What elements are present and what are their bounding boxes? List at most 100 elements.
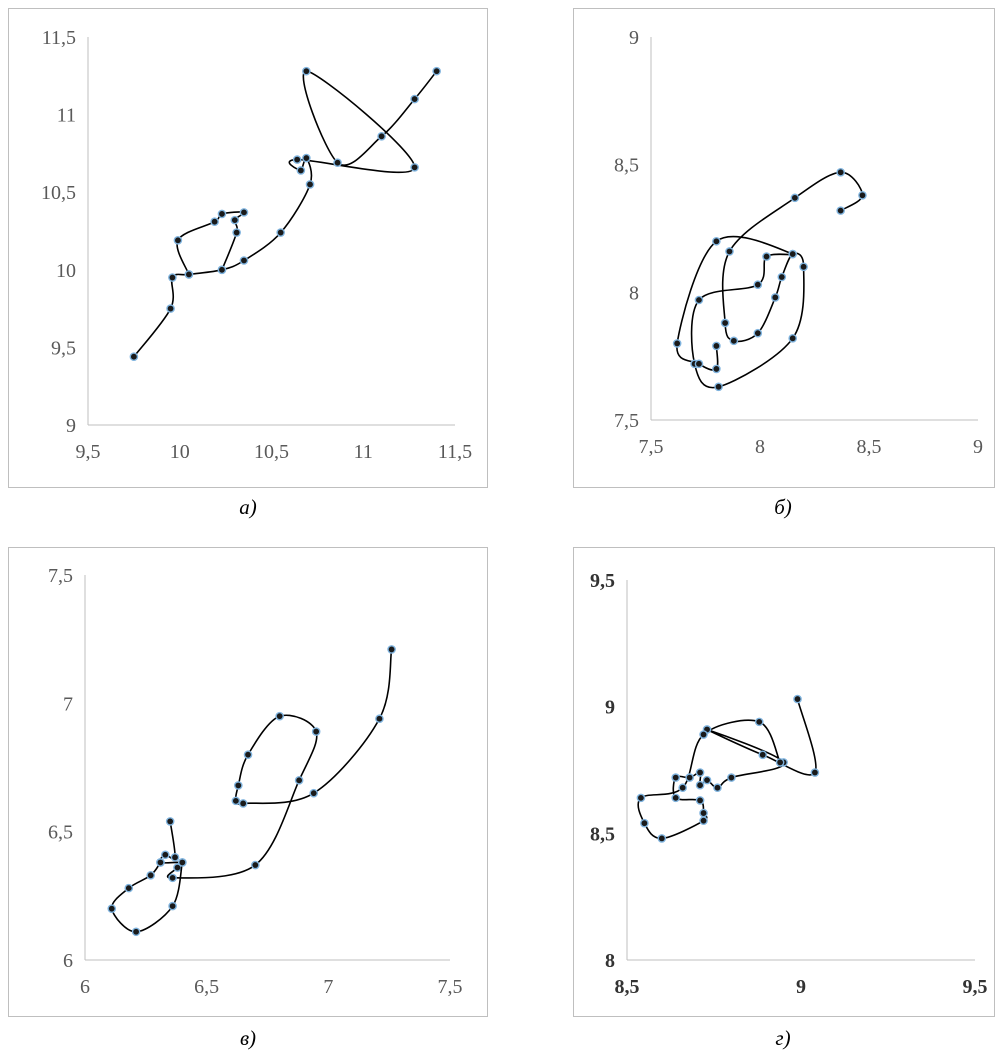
- data-point: [695, 780, 705, 790]
- data-point: [672, 339, 682, 348]
- data-point: [640, 818, 649, 828]
- chart-caption-b: б): [774, 495, 792, 519]
- x-tick-label: 6,5: [194, 976, 219, 998]
- y-tick-label: 8: [629, 282, 639, 304]
- data-point: [239, 208, 249, 217]
- data-point: [714, 382, 723, 392]
- data-point: [788, 333, 798, 343]
- series-line: [676, 171, 864, 389]
- data-point: [810, 768, 820, 777]
- y-tick-label: 6,5: [48, 822, 73, 844]
- data-point: [727, 773, 736, 782]
- data-point: [695, 796, 705, 805]
- data-point: [762, 252, 771, 261]
- data-point: [702, 775, 712, 785]
- data-point: [276, 228, 285, 237]
- data-point: [170, 853, 180, 862]
- data-point: [699, 808, 708, 818]
- data-point: [217, 209, 227, 219]
- y-tick-label: 9: [66, 415, 76, 437]
- data-point: [146, 871, 155, 880]
- x-tick-label: 9: [796, 976, 806, 998]
- x-tick-label: 11: [354, 441, 373, 463]
- y-tick-label: 6: [63, 950, 73, 972]
- series-line: [637, 698, 817, 840]
- data-point: [699, 816, 708, 825]
- data-point: [410, 94, 419, 104]
- y-tick-label: 11,5: [42, 27, 76, 49]
- data-point: [302, 66, 311, 76]
- data-point: [305, 180, 315, 189]
- data-point: [275, 711, 284, 721]
- data-point: [636, 793, 646, 803]
- data-point: [251, 860, 260, 870]
- data-point: [836, 168, 845, 177]
- data-point: [124, 883, 134, 893]
- x-tick-label: 10: [170, 441, 190, 463]
- data-point: [210, 217, 219, 226]
- y-tick-label: 9,5: [51, 337, 76, 359]
- data-point: [238, 799, 248, 808]
- data-point: [775, 758, 785, 767]
- data-point: [217, 265, 227, 275]
- data-point: [309, 788, 319, 798]
- data-point: [777, 272, 787, 282]
- y-tick-label: 9,5: [590, 570, 615, 592]
- data-point: [712, 364, 721, 374]
- y-tick-label: 10: [56, 260, 76, 282]
- data-point: [156, 858, 165, 867]
- data-point: [836, 206, 845, 215]
- data-point: [694, 359, 704, 369]
- data-point: [671, 793, 681, 803]
- data-point: [858, 191, 867, 200]
- data-point: [793, 694, 802, 704]
- x-tick-label: 11,5: [438, 441, 472, 463]
- y-tick-label: 8,5: [590, 823, 615, 845]
- data-point: [173, 236, 183, 245]
- data-point: [753, 280, 763, 289]
- series-line: [158, 649, 393, 879]
- x-tick-label: 9: [973, 436, 983, 458]
- x-tick-label: 7,5: [639, 436, 664, 458]
- y-tick-label: 10,5: [41, 182, 76, 204]
- data-point: [790, 193, 800, 203]
- chart-caption-d: г): [775, 1026, 791, 1050]
- data-point: [230, 215, 240, 225]
- y-tick-label: 7: [63, 693, 73, 715]
- data-point: [129, 352, 139, 362]
- y-tick-label: 7,5: [614, 410, 639, 432]
- data-point: [243, 750, 253, 759]
- data-point: [712, 236, 721, 246]
- data-point: [699, 730, 708, 739]
- data-point: [410, 163, 419, 172]
- data-point: [770, 293, 780, 302]
- y-tick-label: 8,5: [614, 155, 639, 177]
- data-point: [695, 768, 705, 777]
- data-point: [239, 256, 249, 265]
- series-line: [133, 70, 438, 358]
- chart-panel-c: [8, 547, 488, 1017]
- x-tick-label: 9,5: [963, 976, 988, 998]
- data-point: [233, 781, 243, 790]
- x-tick-label: 7,5: [438, 976, 463, 998]
- x-tick-label: 9,5: [76, 441, 101, 463]
- y-tick-label: 9: [605, 697, 615, 719]
- data-point: [678, 783, 687, 793]
- data-point: [131, 927, 141, 937]
- data-point: [758, 750, 768, 760]
- data-point: [168, 901, 177, 911]
- data-point: [168, 273, 177, 282]
- data-point: [165, 817, 175, 826]
- data-point: [671, 773, 681, 782]
- y-tick-label: 9: [629, 27, 639, 49]
- data-point: [168, 873, 177, 883]
- chart-caption-c: в): [239, 1026, 257, 1050]
- data-point: [232, 228, 241, 237]
- y-tick-label: 11: [57, 105, 76, 127]
- x-tick-label: 8: [755, 436, 765, 458]
- data-point: [231, 796, 241, 806]
- data-point: [729, 336, 739, 346]
- data-point: [725, 247, 734, 256]
- data-point: [184, 270, 194, 279]
